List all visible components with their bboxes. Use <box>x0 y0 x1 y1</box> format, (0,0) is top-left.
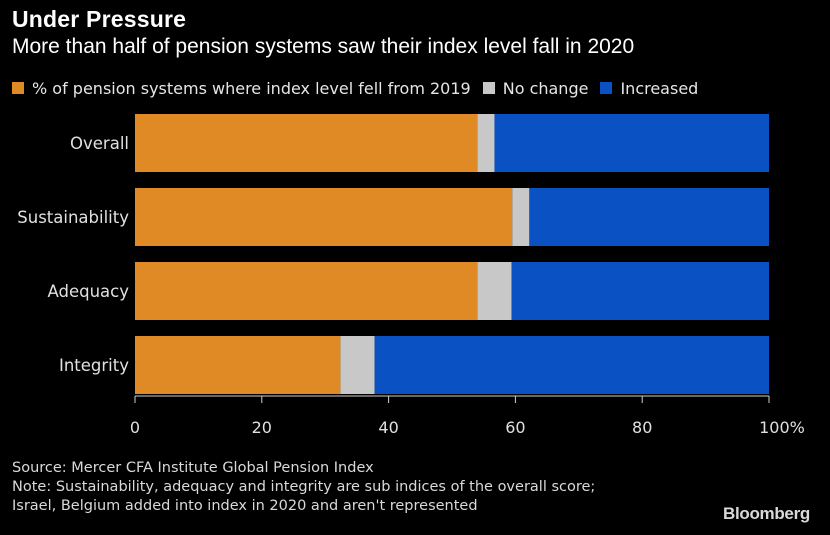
bloomberg-logo: Bloomberg <box>722 504 810 523</box>
category-label-overall: Overall <box>70 134 129 153</box>
legend-swatch-no-change <box>482 82 495 94</box>
bar-integrity-series-1 <box>340 336 375 394</box>
bar-integrity-series-2 <box>374 336 769 394</box>
x-tick-label-0: 0 <box>130 418 140 437</box>
category-label-adequacy: Adequacy <box>47 282 129 301</box>
legend-swatch-increased <box>600 82 613 94</box>
legend-item-fell: % of pension systems where index level f… <box>12 79 471 98</box>
chart-title: Under Pressure <box>12 6 187 32</box>
legend-item-increased: Increased <box>600 79 698 98</box>
bar-sustainability-series-2 <box>529 188 769 246</box>
bar-sustainability-series-1 <box>512 188 530 246</box>
chart-subtitle: More than half of pension systems saw th… <box>12 35 635 58</box>
chart-legend: % of pension systems where index level f… <box>12 77 710 99</box>
legend-swatch-fell <box>12 82 24 94</box>
x-tick-label-4: 80 <box>632 418 652 437</box>
chart-footer: Source: Mercer CFA Institute Global Pens… <box>12 459 595 516</box>
bar-overall-series-1 <box>477 114 495 172</box>
note-line-1: Note: Sustainability, adequacy and integ… <box>12 479 596 495</box>
bar-overall-series-0 <box>135 114 478 172</box>
note-line-2: Israel, Belgium added into index in 2020… <box>12 498 478 514</box>
bar-integrity-series-0 <box>135 336 341 394</box>
bar-adequacy-series-1 <box>477 262 512 320</box>
x-tick-label-3: 60 <box>505 418 525 437</box>
x-tick-label-1: 20 <box>252 418 272 437</box>
bar-adequacy-series-0 <box>135 262 478 320</box>
legend-item-no-change: No change <box>482 78 589 98</box>
x-tick-label-5: 100% <box>759 418 805 437</box>
x-tick-label-2: 40 <box>378 418 398 437</box>
source-note: Source: Mercer CFA Institute Global Pens… <box>12 460 374 476</box>
legend-label-fell: % of pension systems where index level f… <box>32 78 471 98</box>
category-label-sustainability: Sustainability <box>17 208 129 227</box>
bar-adequacy-series-2 <box>511 262 769 320</box>
category-label-integrity: Integrity <box>59 356 129 375</box>
bar-sustainability-series-0 <box>135 188 513 246</box>
legend-label-increased: Increased <box>620 78 699 98</box>
bar-overall-series-2 <box>494 114 769 172</box>
legend-label-no-change: No change <box>502 78 589 98</box>
